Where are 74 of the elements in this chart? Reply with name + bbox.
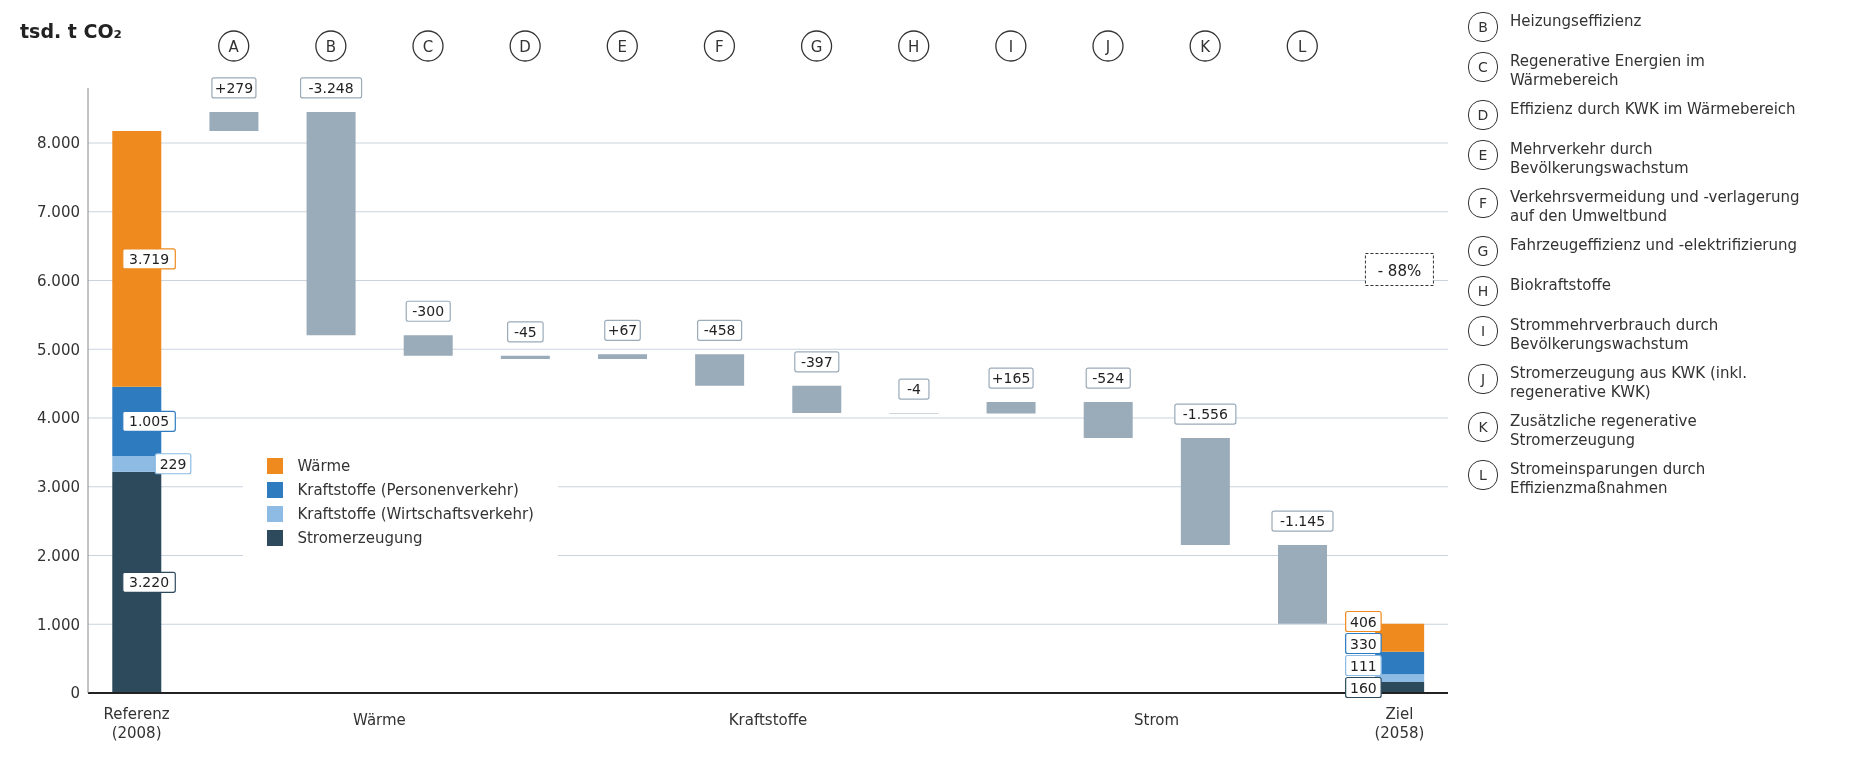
y-tick-label: 0 xyxy=(70,684,80,703)
data-label: -300 xyxy=(412,303,445,320)
data-label: 229 xyxy=(159,455,187,472)
text: Strom xyxy=(1134,711,1180,729)
x-tick-label: H xyxy=(908,38,920,56)
data-label: -45 xyxy=(513,323,537,340)
x-tick-label: J xyxy=(1104,38,1111,56)
data-label: -524 xyxy=(1092,370,1125,387)
bar xyxy=(1278,545,1327,624)
x-tick-label: Referenz (2008) xyxy=(103,705,170,742)
data-label: -1.145 xyxy=(1279,513,1326,530)
data-label: -3.248 xyxy=(308,79,354,96)
bar xyxy=(403,335,453,356)
bar xyxy=(1083,402,1133,439)
x-tick-label: G xyxy=(810,38,823,56)
data-label: 406 xyxy=(1350,613,1377,630)
text: J Stromerzeugung aus KWK (inkl. regenerative KWK) xyxy=(1480,364,1748,401)
y-tick-label: 2.000 xyxy=(37,546,80,565)
annotation: - 88% xyxy=(1377,261,1422,280)
y-axis-title: tsd. t CO₂ xyxy=(20,20,122,42)
x-tick-label: I xyxy=(1008,38,1014,56)
text: G Fahrzeugeffizienz und -elektrifizierung xyxy=(1477,236,1798,259)
text: E Mehrverkehr durch Bevölkerungswachstum xyxy=(1478,140,1689,177)
text: D Effizienz durch KWK im Wärmebereich xyxy=(1477,100,1796,123)
data-label: +279 xyxy=(214,79,254,96)
text: F Verkehrsvermeidung und -verlagerung auf den Umweltbund xyxy=(1478,188,1800,225)
text: H Biokraftstoffe xyxy=(1477,276,1612,299)
bar xyxy=(792,385,842,414)
data-label: 330 xyxy=(1350,635,1377,652)
data-label: 111 xyxy=(1350,657,1377,674)
text: Wärme xyxy=(353,711,406,729)
data-label: 160 xyxy=(1350,679,1377,696)
bar xyxy=(209,111,259,132)
bar xyxy=(1180,438,1230,546)
y-tick-label: 1.000 xyxy=(37,615,80,634)
x-tick-label: D xyxy=(519,38,531,56)
data-label: -4 xyxy=(906,381,921,398)
text: I Strommehrverbrauch durch Bevölkerungswachstum xyxy=(1480,316,1719,353)
text: C Regenerative Energien im Wärmebereich xyxy=(1478,52,1705,89)
bar xyxy=(695,354,745,386)
x-tick-label: A xyxy=(228,38,240,56)
x-tick-label: Ziel (2058) xyxy=(1374,705,1425,742)
y-tick-label: 8.000 xyxy=(37,134,80,153)
bar xyxy=(306,111,356,336)
legend-label: Wärme xyxy=(297,457,351,475)
data-label: +165 xyxy=(991,370,1031,387)
x-tick-label: E xyxy=(617,38,628,56)
x-tick-label: L xyxy=(1298,38,1308,56)
legend-label: Stromerzeugung xyxy=(297,529,423,547)
data-label: 3.220 xyxy=(128,574,170,591)
data-label: +67 xyxy=(607,322,638,339)
bar xyxy=(598,354,647,359)
y-tick-label: 4.000 xyxy=(37,409,80,428)
x-tick-label: F xyxy=(715,38,724,56)
bar xyxy=(986,402,1036,414)
data-label: -1.556 xyxy=(1182,406,1229,423)
data-label: 3.719 xyxy=(128,250,170,267)
data-label: 1.005 xyxy=(128,413,170,430)
x-tick-label: B xyxy=(325,38,337,56)
x-tick-label: C xyxy=(422,38,434,56)
y-tick-label: 7.000 xyxy=(37,203,80,222)
text: L Stromeinsparungen durch Effizienzmaßnahmen xyxy=(1479,460,1706,497)
y-tick-label: 3.000 xyxy=(37,478,80,497)
text: Kraftstoffe xyxy=(728,711,808,729)
data-label: -458 xyxy=(703,322,736,339)
data-label: -397 xyxy=(800,353,833,370)
y-tick-label: 6.000 xyxy=(37,271,80,290)
text: B Heizungseffizienz xyxy=(1478,12,1642,35)
x-tick-label: K xyxy=(1200,38,1212,56)
bar xyxy=(500,355,550,359)
y-tick-label: 5.000 xyxy=(37,340,80,359)
text: K Zusätzliche regenerative Stromerzeugung xyxy=(1478,412,1697,449)
legend-label: Kraftstoffe (Personenverkehr) xyxy=(297,481,519,499)
legend-label: Kraftstoffe (Wirtschaftsverkehr) xyxy=(297,505,534,523)
